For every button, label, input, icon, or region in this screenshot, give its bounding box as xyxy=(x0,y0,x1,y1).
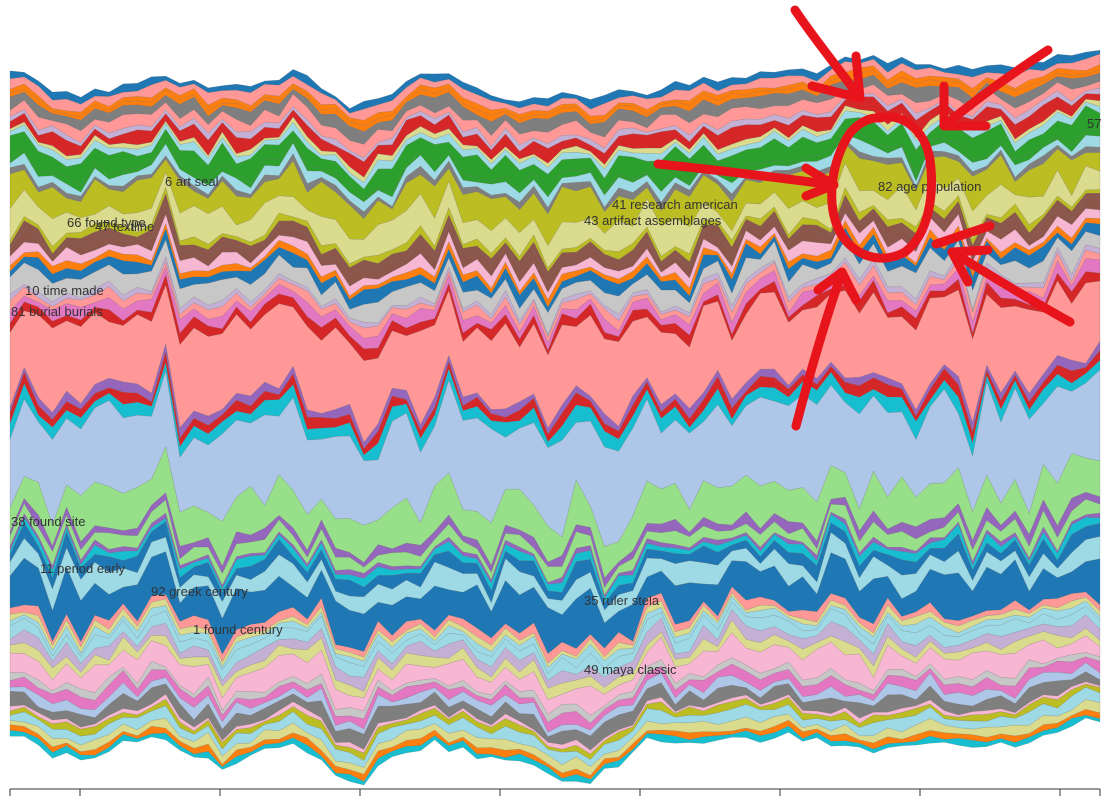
x-axis-ticks xyxy=(9,789,1101,796)
topic-label: 10 time made xyxy=(25,283,104,298)
topic-label: 35 ruler stela xyxy=(584,593,660,608)
topic-label: 1 found century xyxy=(193,622,283,637)
annotation-arrow-bottom-right xyxy=(947,245,1075,327)
annotation-arrow-right xyxy=(931,221,995,249)
red-annotation xyxy=(653,5,1075,431)
stream-layers xyxy=(9,49,1101,786)
annotation-arrow-top-right xyxy=(939,45,1053,131)
annotation-arrow-top-left xyxy=(790,5,865,103)
topic-label: 92 greek century xyxy=(151,584,248,599)
topic-label: 11 period early xyxy=(40,561,126,576)
topic-label: 47 textline xyxy=(95,219,154,234)
annotation-arrow-left xyxy=(653,159,839,201)
topic-label: 81 burial burials xyxy=(11,304,103,319)
topic-label: 6 art seal xyxy=(165,174,219,189)
annotation-circle xyxy=(827,112,937,263)
topic-label: 57 xyxy=(1087,116,1101,131)
topic-label: 38 found site xyxy=(11,514,85,529)
annotation-arrow-bottom-left xyxy=(791,267,861,431)
topic-label: 41 research american xyxy=(612,197,738,212)
topic-label: 49 maya classic xyxy=(584,662,677,677)
x-axis xyxy=(9,788,1101,796)
topic-label: 43 artifact assemblages xyxy=(584,213,722,228)
topic-label: 66 found type xyxy=(67,215,146,230)
stream-layer xyxy=(9,714,1101,786)
